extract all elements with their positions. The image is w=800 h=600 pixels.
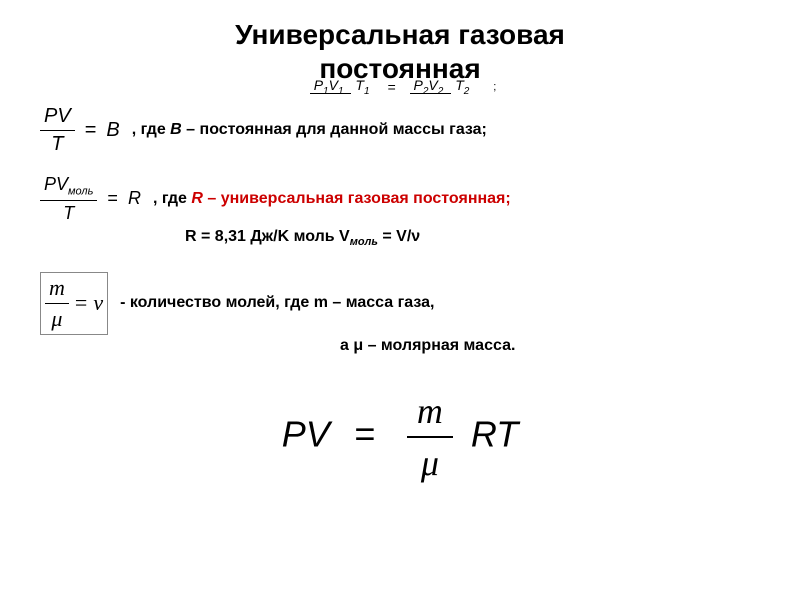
desc-mu: а μ – молярная масса. bbox=[0, 337, 800, 355]
title-line1: Универсальная газовая bbox=[235, 19, 565, 50]
desc-b: , где B – постоянная для данной массы га… bbox=[132, 121, 487, 139]
pv: PV bbox=[40, 105, 75, 131]
t1: T bbox=[355, 77, 364, 93]
nu: ν bbox=[93, 290, 103, 316]
mass-m: m bbox=[45, 275, 69, 304]
b-const: B bbox=[106, 119, 119, 142]
eq-combined-gas-law: P1V1 T1 = P2V2 T2 ; bbox=[0, 77, 800, 97]
row-constant-b: PV T = B , где B – постоянная для данной… bbox=[0, 105, 800, 156]
equals-icon: = bbox=[387, 79, 395, 95]
big-mu: μ bbox=[407, 438, 453, 484]
p2: P bbox=[414, 77, 423, 93]
r-const: R bbox=[128, 188, 141, 209]
big-pv: PV bbox=[282, 413, 330, 454]
pv-mol: PV bbox=[44, 174, 68, 194]
sub1c: 1 bbox=[364, 86, 370, 97]
v1: V bbox=[329, 77, 338, 93]
p1: P bbox=[314, 77, 323, 93]
row-constant-r: PVмоль T = R , где R – универсальная газ… bbox=[0, 174, 800, 224]
formula-b: PV T = B bbox=[40, 105, 120, 156]
sub1b: 1 bbox=[338, 86, 344, 97]
big-m: m bbox=[407, 390, 453, 438]
row-moles: m μ = ν - количество молей, где m – масс… bbox=[0, 272, 800, 335]
ideal-gas-equation: PV = m μ RT bbox=[0, 390, 800, 484]
v2: V bbox=[428, 77, 437, 93]
sub2c: 2 bbox=[464, 86, 470, 97]
t-mol: T bbox=[40, 201, 97, 224]
formula-r: PVмоль T = R bbox=[40, 174, 141, 224]
mol-sub: моль bbox=[68, 186, 93, 198]
desc-r: , где R – универсальная газовая постоянн… bbox=[153, 190, 511, 208]
t2: T bbox=[455, 77, 464, 93]
desc-moles: - количество молей, где m – масса газа, bbox=[120, 294, 434, 312]
big-rt: RT bbox=[471, 413, 518, 454]
r-value-line: R = 8,31 Дж/K моль Vмоль = V/ν bbox=[0, 228, 800, 248]
semicolon: ; bbox=[493, 81, 496, 93]
mu: μ bbox=[45, 304, 69, 332]
formula-nu: m μ = ν bbox=[40, 272, 108, 335]
slide-title: Универсальная газовая постоянная bbox=[0, 0, 800, 85]
sub2b: 2 bbox=[438, 86, 444, 97]
t: T bbox=[40, 131, 75, 156]
